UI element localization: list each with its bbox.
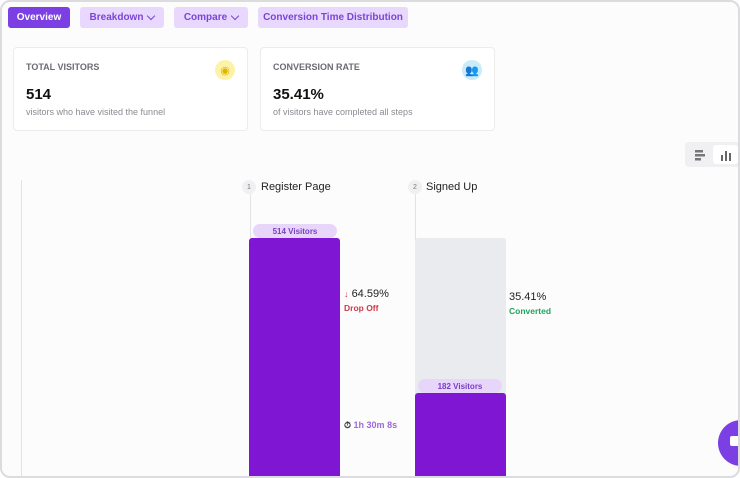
drop-pct-value: 64.59% bbox=[351, 288, 389, 300]
avg-time-value: 1h 30m 8s bbox=[353, 420, 398, 430]
step-connector bbox=[250, 194, 251, 240]
chat-button[interactable] bbox=[718, 420, 738, 466]
card-title: CONVERSION RATE bbox=[273, 62, 360, 72]
step-number: 1 bbox=[242, 180, 256, 194]
eye-icon: ◉ bbox=[215, 60, 235, 80]
chevron-down-icon bbox=[147, 11, 156, 21]
arrow-down-icon: ↓ bbox=[344, 289, 349, 299]
drop-off-label: Drop Off bbox=[344, 303, 379, 313]
tab-label: Compare bbox=[183, 12, 228, 23]
view-toggle bbox=[685, 142, 738, 167]
drop-off-percent: ↓ 64.59% bbox=[344, 288, 389, 300]
visitors-badge: 182 Visitors bbox=[418, 379, 502, 393]
tab-compare[interactable]: Compare bbox=[174, 7, 248, 28]
chevron-down-icon bbox=[230, 11, 240, 21]
horizontal-bars-icon[interactable] bbox=[687, 145, 712, 164]
card-value: 35.41% bbox=[273, 86, 324, 103]
tab-label: Conversion Time Distribution bbox=[263, 12, 403, 23]
converted-label: Converted bbox=[509, 306, 552, 316]
card-subtitle: of visitors have completed all steps bbox=[273, 107, 413, 117]
card-subtitle: visitors who have visited the funnel bbox=[26, 107, 166, 117]
step-connector bbox=[415, 194, 416, 240]
visitors-badge: 514 Visitors bbox=[253, 224, 337, 238]
avg-time: ⏱ 1h 30m 8s bbox=[344, 420, 397, 431]
converted-percent: 35.41% bbox=[509, 291, 547, 303]
card-title: TOTAL VISITORS bbox=[26, 62, 100, 72]
chart-left-border bbox=[21, 180, 22, 476]
card-value: 514 bbox=[26, 86, 52, 103]
stopwatch-icon: ⏱ bbox=[344, 420, 352, 430]
tab-label: Breakdown bbox=[89, 12, 144, 23]
tab-breakdown[interactable]: Breakdown bbox=[80, 7, 164, 28]
users-icon: 👥 bbox=[462, 60, 482, 80]
funnel-bar-register-page[interactable] bbox=[249, 238, 340, 476]
step-label: Signed Up bbox=[426, 181, 478, 193]
chat-icon bbox=[730, 436, 738, 446]
vertical-bars-icon[interactable] bbox=[713, 145, 738, 164]
step-label: Register Page bbox=[261, 181, 331, 193]
tab-conversion-time-distribution[interactable]: Conversion Time Distribution bbox=[258, 7, 408, 28]
conversion-rate-card: CONVERSION RATE 👥 35.41% of visitors hav… bbox=[260, 47, 495, 131]
funnel-bar-signed-up[interactable] bbox=[415, 393, 506, 476]
tab-overview[interactable]: Overview bbox=[8, 7, 70, 28]
step-number: 2 bbox=[408, 180, 422, 194]
tab-label: Overview bbox=[16, 12, 62, 23]
total-visitors-card: TOTAL VISITORS ◉ 514 visitors who have v… bbox=[13, 47, 248, 131]
